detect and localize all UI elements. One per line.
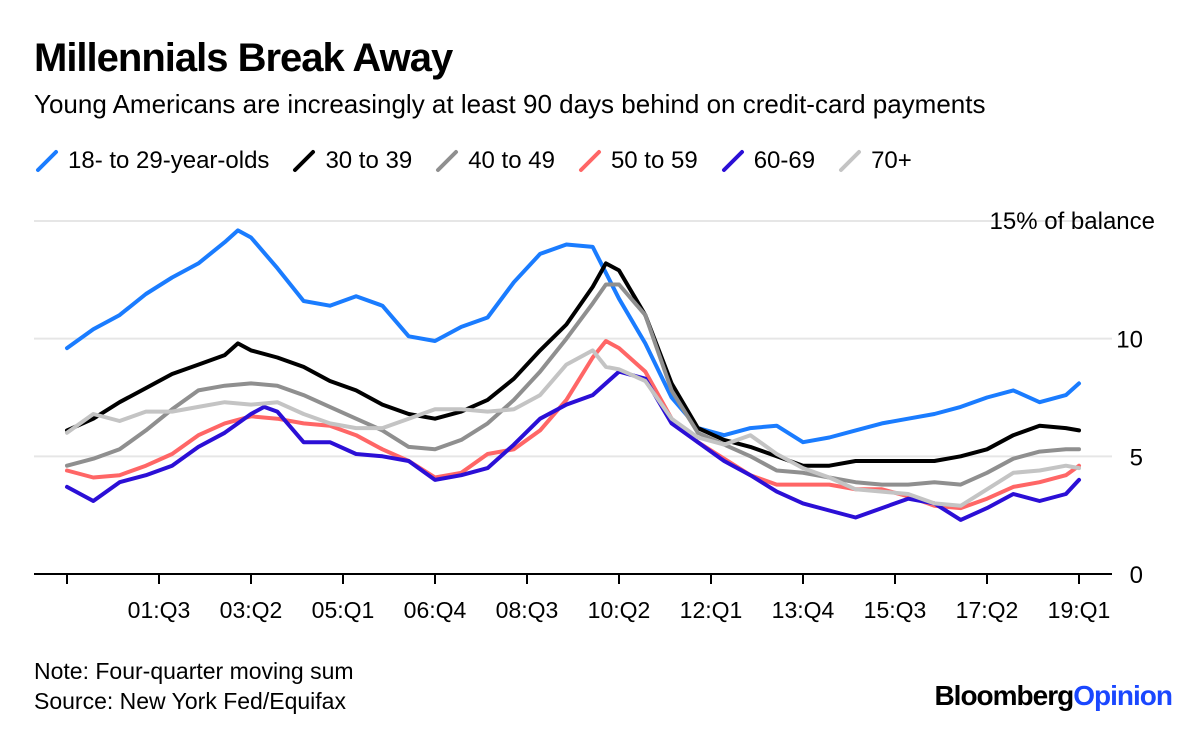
footnote: Note: Four-quarter moving sum Source: Ne… [34,656,354,716]
legend-swatch-3 [578,150,601,172]
grid-layer [34,220,1112,458]
brand-part1: Bloomberg [934,680,1074,711]
x-tick-label-6: 12:Q1 [680,597,743,623]
legend-swatch-5 [839,150,862,172]
series-line-0 [65,228,1081,445]
legend: 18- to 29-year-olds 30 to 39 40 to 49 50 to… [34,145,934,177]
legend-swatch-4 [721,150,744,172]
x-tick-label-4: 08:Q3 [496,597,559,623]
legend-label-2: 40 to 49 [468,147,555,174]
brand-part2: Opinion [1073,680,1173,711]
legend-item-1: 30 to 39 [291,147,412,175]
y-tick-label-10: 10 [1116,327,1143,354]
legend-label-5: 70+ [871,147,912,174]
legend-item-0: 18- to 29-year-olds [34,147,269,175]
legend-item-5: 70+ [837,147,912,175]
line-chart: 0 5 10 15% of balance 01:Q3 03:Q2 05:Q1 06:Q4 08… [34,208,1155,623]
series-line-4 [65,369,1081,522]
x-tick-label-8: 15:Q3 [864,597,927,623]
source-text: Source: New York Fed/Equifax [34,688,346,714]
axis-layer: 0 5 10 15% of balance 01:Q3 03:Q2 05:Q1 06:Q4 08… [34,208,1155,623]
x-tick-label-10: 19:Q1 [1048,597,1111,623]
y-tick-label-5: 5 [1130,444,1143,471]
x-tick-label-0: 01:Q3 [128,597,191,623]
legend-label-1: 30 to 39 [325,147,413,174]
series-layer [65,228,1081,522]
series-line-1 [65,261,1081,468]
y-tick-label-0: 0 [1130,562,1143,589]
legend-item-4: 60-69 [720,147,815,175]
legend-swatch-1 [293,150,316,172]
legend-label-0: 18- to 29-year-olds [68,147,270,174]
series-line-5 [65,348,1081,508]
legend-item-3: 50 to 59 [577,147,698,175]
x-tick-label-2: 05:Q1 [312,597,375,623]
x-tick-label-5: 10:Q2 [588,597,651,623]
legend-label-4: 60-69 [753,147,816,174]
series-line-2 [65,282,1081,487]
chart-subtitle: Young Americans are increasingly at leas… [34,89,986,119]
x-tick-label-3: 06:Q4 [404,597,467,623]
y-top-label: 15% of balance [990,208,1155,235]
brand-logo: BloombergOpinion [934,680,1173,712]
x-tick-label-9: 17:Q2 [956,597,1019,623]
legend-label-3: 50 to 59 [610,147,698,174]
legend-swatch-0 [36,150,58,172]
x-tick-label-7: 13:Q4 [772,597,835,623]
legend-item-2: 40 to 49 [434,147,555,175]
x-tick-label-1: 03:Q2 [220,597,283,623]
chart-title: Millennials Break Away [34,36,453,80]
legend-swatch-2 [436,150,459,172]
note-text: Note: Four-quarter moving sum [34,658,354,684]
